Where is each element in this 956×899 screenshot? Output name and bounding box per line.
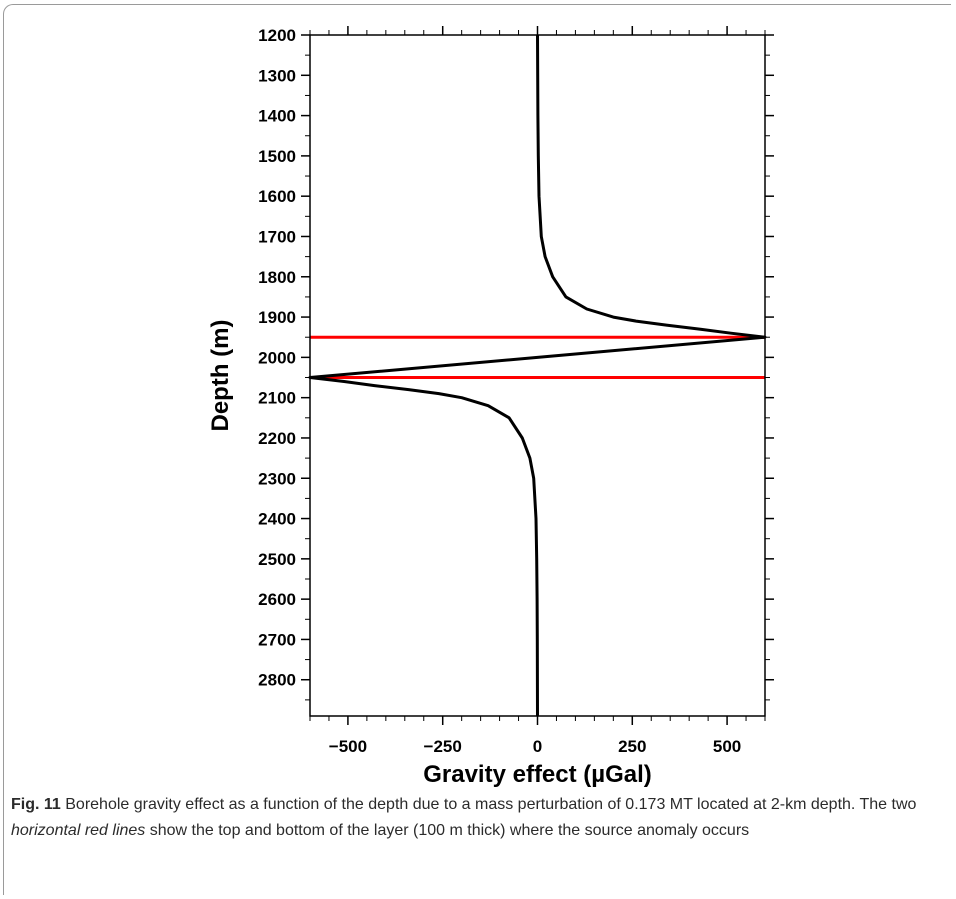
figure-frame	[3, 4, 951, 895]
caption-text-italic: horizontal red lines	[11, 822, 146, 839]
y-tick-label: 1400	[258, 107, 296, 126]
y-tick-label: 1500	[258, 147, 296, 166]
y-tick-label: 1900	[258, 308, 296, 327]
y-tick-label: 2400	[258, 510, 296, 529]
caption-text-2: show the top and bottom of the layer (10…	[145, 822, 750, 839]
y-axis-title: Depth (m)	[207, 320, 234, 432]
x-axis-title: Gravity effect (µGal)	[423, 761, 652, 788]
chart: 1200 1300 1400 1500 1600 1700 1800 1900 2000 2100…	[207, 26, 774, 788]
y-tick-label: 2600	[258, 590, 296, 609]
x-tick-label: 500	[713, 737, 741, 756]
plot-frame	[309, 34, 766, 717]
y-tick-label: 2200	[258, 429, 296, 448]
axis-ticks	[301, 26, 774, 725]
tick-labels: 1200 1300 1400 1500 1600 1700 1800 1900 2000 2100…	[258, 26, 741, 756]
figure-caption: Fig. 11 Borehole gravity effect as a fun…	[11, 792, 946, 844]
x-tick-label: −250	[424, 737, 462, 756]
y-tick-label: 2100	[258, 389, 296, 408]
y-tick-label: 2500	[258, 550, 296, 569]
gravity-effect-curve	[308, 34, 767, 717]
y-tick-label: 1200	[258, 26, 296, 45]
y-tick-label: 1700	[258, 227, 296, 246]
y-tick-label: 1600	[258, 187, 296, 206]
y-tick-label: 1300	[258, 66, 296, 85]
y-tick-label: 2000	[258, 348, 296, 367]
y-tick-label: 2800	[258, 671, 296, 690]
x-tick-label: −500	[329, 737, 367, 756]
caption-text-1: Borehole gravity effect as a function of…	[60, 796, 917, 813]
y-tick-label: 2300	[258, 469, 296, 488]
y-tick-label: 2700	[258, 630, 296, 649]
x-tick-label: 0	[533, 737, 542, 756]
y-tick-label: 1800	[258, 268, 296, 287]
x-tick-label: 250	[618, 737, 646, 756]
caption-label: Fig. 11	[11, 796, 61, 813]
reference-lines	[310, 335, 765, 380]
